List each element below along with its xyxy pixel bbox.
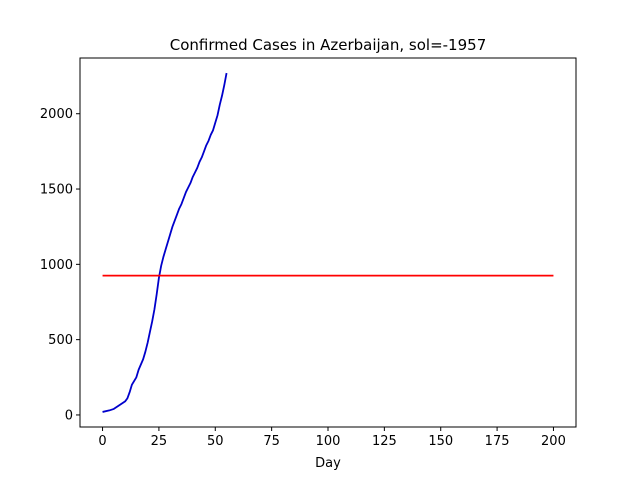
- x-tick-label: 100: [316, 434, 341, 449]
- x-tick-label: 150: [428, 434, 453, 449]
- series-line-0: [102, 72, 228, 413]
- y-tick-label: 2000: [40, 107, 73, 122]
- x-tick-label: 175: [485, 434, 510, 449]
- plot-frame: [79, 57, 577, 428]
- series-layer: [102, 72, 554, 413]
- x-axis-label: Day: [315, 456, 341, 471]
- x-tick-label: 25: [151, 434, 168, 449]
- x-tick-label: 0: [98, 434, 106, 449]
- x-tick-label: 75: [263, 434, 280, 449]
- y-tick-label: 500: [48, 333, 73, 348]
- y-tick-label: 1000: [40, 258, 73, 273]
- chart-title: Confirmed Cases in Azerbaijan, sol=-1957: [170, 36, 487, 54]
- x-tick-label: 200: [541, 434, 566, 449]
- y-tick-label: 1500: [40, 183, 73, 198]
- x-tick-label: 50: [207, 434, 224, 449]
- x-tick-label: 125: [372, 434, 397, 449]
- y-tick-label: 0: [65, 408, 73, 423]
